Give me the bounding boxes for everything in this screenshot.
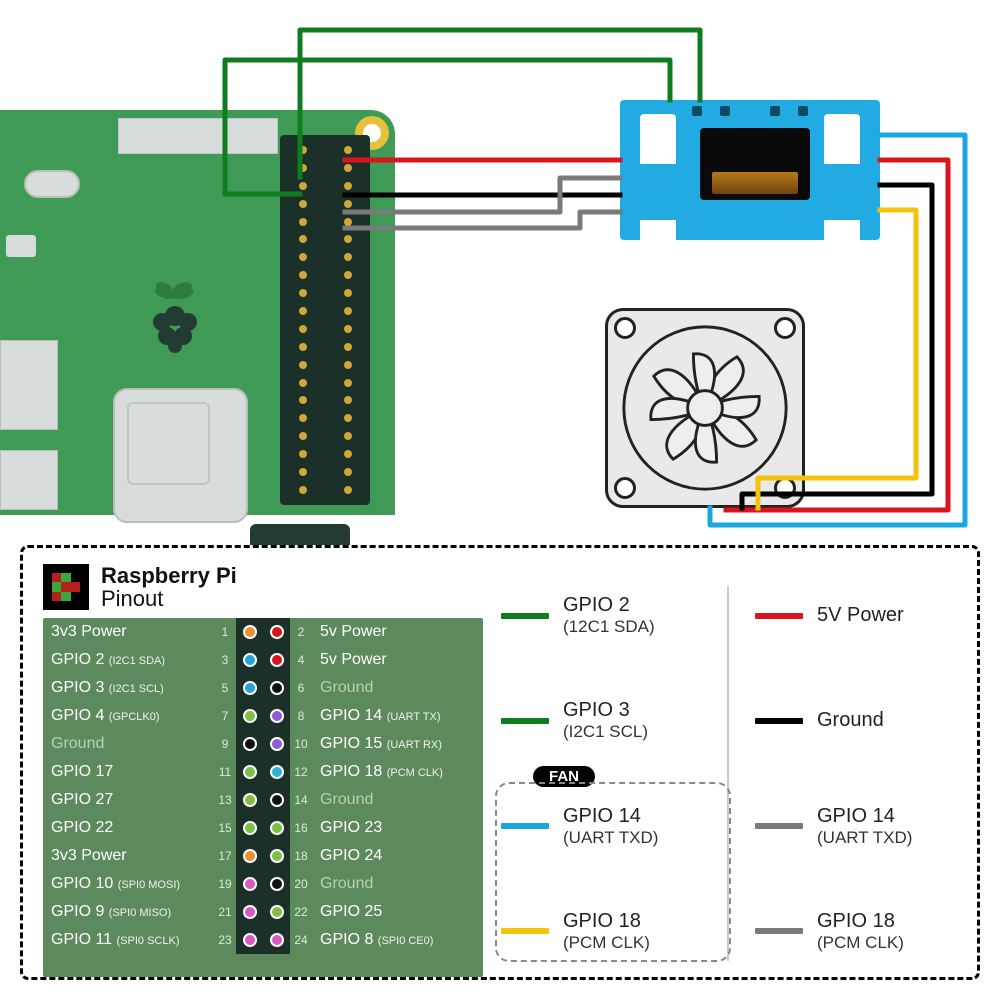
- pinout-row: 3v3 Power 1 2 5v Power: [43, 618, 483, 646]
- pinout-row: GPIO 11 (SPI0 SCLK) 23 24 GPIO 8 (SPI0 C…: [43, 926, 483, 954]
- legend-item: GPIO 14(UART TXD): [755, 805, 957, 848]
- legend-item: Ground: [755, 709, 957, 732]
- camera-connector: [118, 118, 278, 154]
- component-pill: [24, 170, 80, 198]
- pinout-row: GPIO 22 15 16 GPIO 23: [43, 814, 483, 842]
- port: [0, 450, 58, 510]
- pinout-table: 3v3 Power 1 2 5v Power GPIO 2 (I2C1 SDA)…: [43, 618, 483, 977]
- pinout-row: Ground 9 10 GPIO 15 (UART RX): [43, 730, 483, 758]
- pcb-module: [620, 100, 880, 240]
- component: [6, 235, 36, 257]
- gpio-header: [280, 135, 370, 505]
- pinout-row: GPIO 17 11 12 GPIO 18 (PCM CLK): [43, 758, 483, 786]
- legend-item: GPIO 18(PCM CLK): [755, 910, 957, 953]
- pinout-row: GPIO 10 (SPI0 MOSI) 19 20 Ground: [43, 870, 483, 898]
- oled-screen: [700, 128, 810, 200]
- legend-item: GPIO 2(12C1 SDA): [501, 594, 703, 637]
- pinout-row: GPIO 2 (I2C1 SDA) 3 4 5v Power: [43, 646, 483, 674]
- pinout-row: GPIO 4 (GPCLK0) 7 8 GPIO 14 (UART TX): [43, 702, 483, 730]
- pinout-logo-icon: [43, 564, 89, 610]
- soc-chip: [113, 388, 248, 523]
- raspberry-logo-icon: [145, 280, 205, 359]
- cooling-fan-icon: [605, 308, 805, 508]
- panel-title: Raspberry PiPinout: [101, 564, 237, 610]
- pinout-row: GPIO 9 (SPI0 MISO) 21 22 GPIO 25: [43, 898, 483, 926]
- pinout-row: 3v3 Power 17 18 GPIO 24: [43, 842, 483, 870]
- legend-item: GPIO 3(I2C1 SCL): [501, 699, 703, 742]
- legend-grid: FAN GPIO 2(12C1 SDA)5V PowerGPIO 3(I2C1 …: [501, 564, 957, 977]
- pinout-row: GPIO 27 13 14 Ground: [43, 786, 483, 814]
- pinout-row: GPIO 3 (I2C1 SCL) 5 6 Ground: [43, 674, 483, 702]
- legend-panel: Raspberry PiPinout 3v3 Power 1 2 5v Powe…: [20, 545, 980, 980]
- port: [0, 340, 58, 430]
- pinout-column: Raspberry PiPinout 3v3 Power 1 2 5v Powe…: [43, 564, 483, 977]
- diagram-canvas: Raspberry PiPinout 3v3 Power 1 2 5v Powe…: [0, 0, 1000, 1000]
- fan-group-box: [495, 782, 731, 962]
- legend-item: 5V Power: [755, 604, 957, 627]
